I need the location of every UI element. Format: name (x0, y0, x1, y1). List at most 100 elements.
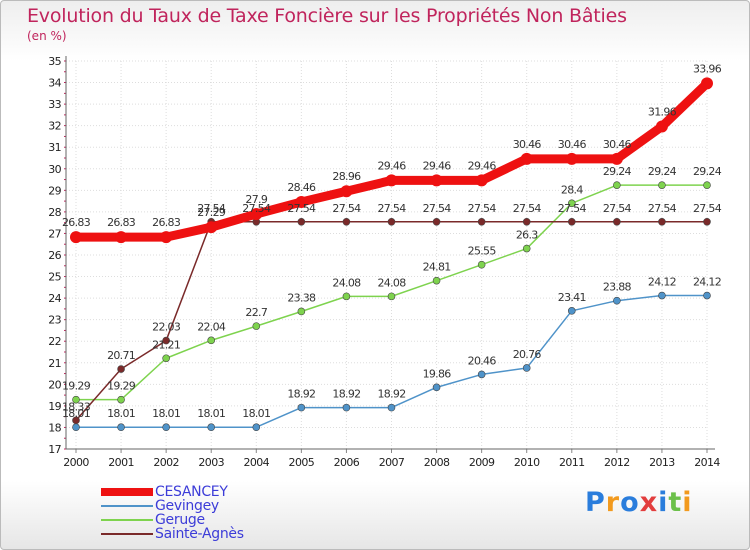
data-point-cesancey (160, 231, 173, 244)
logo-letter: P (585, 487, 606, 518)
y-tick-label: 17 (48, 443, 61, 456)
data-labels: 18.01 18.01 18.01 18.01 18.01 18.92 18.92 18.92… (62, 62, 722, 420)
x-tick-label: 2000 (63, 456, 89, 469)
series-group (70, 77, 713, 432)
logo-letter: i (658, 487, 669, 518)
data-point-gevingey (567, 307, 576, 315)
data-point-geruge (342, 292, 351, 301)
data-point-gevingey (207, 423, 216, 432)
data-label-gevingey: 24.12 (648, 276, 676, 289)
data-label-sainte-agn-s: 27.54 (287, 202, 316, 215)
data-point-gevingey (162, 423, 170, 432)
x-tick-label: 2008 (424, 456, 450, 469)
data-label-cesancey: 26.83 (62, 216, 91, 229)
data-label-cesancey: 30.46 (513, 138, 542, 151)
data-point-sainte-agn-s (703, 218, 711, 226)
data-label-geruge: 22.7 (245, 306, 267, 319)
data-point-gevingey (658, 291, 666, 300)
data-point-gevingey (297, 403, 306, 412)
data-point-cesancey (701, 77, 713, 90)
legend-swatch-gevingey (101, 505, 153, 507)
data-label-geruge: 29.24 (648, 165, 677, 178)
data-point-cesancey (655, 120, 668, 133)
data-point-sainte-agn-s (117, 365, 125, 373)
data-label-cesancey: 30.46 (603, 138, 632, 151)
data-label-cesancey: 27.9 (245, 193, 267, 206)
x-tick-label: 2002 (153, 456, 179, 469)
data-label-gevingey: 18.92 (378, 388, 406, 401)
x-tick-label: 2005 (289, 456, 315, 469)
data-label-cesancey: 26.83 (152, 216, 181, 229)
data-point-gevingey (72, 423, 80, 432)
data-point-geruge (297, 307, 306, 316)
data-label-gevingey: 23.88 (603, 281, 632, 294)
x-tick-label: 2001 (108, 456, 134, 469)
data-point-sainte-agn-s (477, 218, 486, 226)
data-point-sainte-agn-s (658, 218, 666, 226)
y-tick-label: 24 (48, 292, 61, 305)
data-point-cesancey (205, 221, 218, 234)
data-label-sainte-agn-s: 27.54 (332, 202, 361, 215)
chart-title: Evolution du Taux de Taxe Foncière sur l… (27, 5, 627, 27)
legend-label: Sainte-Agnès (155, 526, 244, 542)
y-tick-label: 18 (48, 421, 61, 434)
y-tick-label: 32 (48, 120, 61, 133)
y-tick-label: 30 (48, 163, 61, 176)
x-tick-label: 2006 (334, 456, 360, 469)
legend-label: Gevingey (155, 498, 219, 514)
data-point-geruge (703, 181, 711, 189)
y-tick-label: 22 (48, 335, 61, 348)
y-tick-label: 25 (48, 271, 61, 284)
data-point-sainte-agn-s (387, 218, 396, 226)
data-label-cesancey: 29.46 (468, 159, 497, 172)
y-axis-unit: (en %) (27, 29, 67, 43)
data-label-gevingey: 20.76 (513, 348, 542, 361)
data-point-gevingey (387, 403, 396, 412)
data-point-geruge (658, 181, 666, 189)
data-point-geruge (613, 181, 621, 189)
data-label-cesancey: 27.29 (197, 206, 226, 219)
data-label-sainte-agn-s: 27.54 (648, 202, 677, 215)
data-point-geruge (522, 244, 531, 253)
data-point-sainte-agn-s (522, 218, 531, 226)
data-point-geruge (72, 395, 80, 404)
data-label-geruge: 19.29 (62, 380, 91, 393)
logo-letter: t (668, 487, 683, 518)
data-label-geruge: 23.38 (287, 291, 316, 304)
data-label-cesancey: 30.46 (558, 138, 587, 151)
data-point-sainte-agn-s (432, 218, 441, 226)
data-label-geruge: 21.21 (152, 338, 180, 351)
data-label-gevingey: 24.12 (693, 276, 721, 289)
data-label-sainte-agn-s: 27.54 (197, 202, 226, 215)
data-label-geruge: 24.08 (332, 276, 361, 289)
data-label-gevingey: 18.01 (242, 407, 270, 420)
data-label-cesancey: 31.96 (648, 106, 677, 119)
data-point-cesancey (385, 174, 398, 187)
legend-swatch-geruge (101, 519, 153, 521)
x-tick-label: 2012 (604, 456, 630, 469)
x-tick-label: 2011 (559, 456, 585, 469)
data-label-sainte-agn-s: 18.33 (62, 400, 91, 413)
logo-letter: r (605, 487, 621, 518)
y-tick-label: 33 (48, 98, 61, 111)
y-tick-label: 28 (48, 206, 61, 219)
data-point-cesancey (340, 185, 353, 198)
legend-label: Geruge (155, 512, 205, 528)
data-label-sainte-agn-s: 27.54 (378, 202, 407, 215)
legend-label: CESANCEY (155, 484, 228, 500)
y-tick-label: 34 (48, 77, 61, 90)
data-point-geruge (432, 276, 441, 285)
data-point-geruge (567, 199, 576, 208)
data-point-gevingey (342, 403, 351, 412)
data-label-geruge: 19.29 (107, 380, 136, 393)
data-point-gevingey (522, 364, 531, 372)
legend-swatch-sainte-agnes (101, 533, 153, 535)
data-label-sainte-agn-s: 27.54 (468, 202, 497, 215)
data-point-cesancey (520, 152, 533, 165)
x-tick-label: 2010 (514, 456, 540, 469)
data-point-geruge (387, 292, 396, 301)
y-tick-label: 20 (48, 378, 61, 391)
proxiti-logo: Proxiti (585, 487, 693, 518)
data-label-sainte-agn-s: 27.54 (513, 202, 542, 215)
